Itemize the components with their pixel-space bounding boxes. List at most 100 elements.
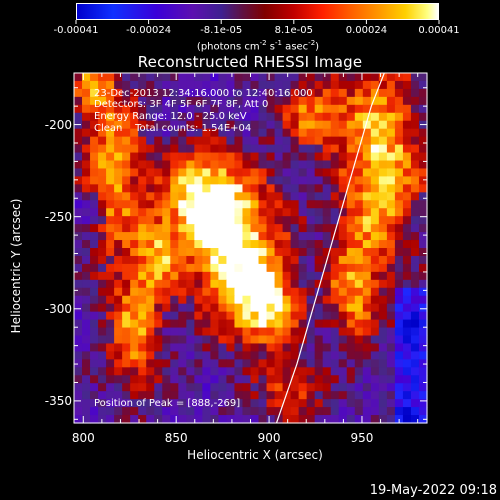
heatmap-cell (410, 216, 420, 225)
heatmap-cell (410, 359, 420, 368)
heatmap-cell (258, 295, 268, 305)
heatmap-cell (354, 319, 364, 329)
heatmap-cell (418, 303, 428, 313)
heatmap-cell (82, 128, 91, 138)
heatmap-cell (114, 287, 123, 297)
heatmap-cell (378, 128, 388, 138)
heatmap-cell (234, 271, 244, 281)
heatmap-cell (194, 232, 203, 241)
heatmap-cell (106, 144, 115, 154)
heatmap-cell (298, 319, 308, 329)
heatmap-cell (410, 128, 420, 138)
heatmap-cell (114, 232, 123, 241)
heatmap-cell (122, 311, 131, 321)
heatmap-cell (170, 136, 179, 146)
heatmap-cell (290, 271, 300, 281)
heatmap-cell (282, 248, 292, 257)
heatmap-cell (386, 391, 396, 400)
heatmap-cell (346, 160, 356, 170)
heatmap-cell (418, 104, 428, 114)
heatmap-cell (194, 407, 203, 416)
heatmap-cell (394, 287, 404, 297)
heatmap-cell (282, 128, 292, 138)
heatmap-cell (410, 248, 420, 257)
heatmap-cell (378, 104, 388, 114)
heatmap-cell (362, 343, 372, 352)
heatmap-cell (410, 351, 420, 360)
heatmap-cell (274, 343, 284, 352)
heatmap-cell (266, 176, 276, 185)
heatmap-cell (314, 263, 324, 273)
heatmap-cell (186, 375, 195, 384)
heatmap-cell (378, 367, 388, 376)
heatmap-cell (418, 311, 428, 321)
heatmap-cell (290, 335, 300, 345)
heatmap-cell (226, 80, 236, 90)
heatmap-cell (338, 327, 348, 337)
heatmap-cell (250, 136, 260, 146)
heatmap-cell (186, 104, 195, 114)
heatmap-cell (202, 303, 211, 313)
heatmap-cell (82, 279, 91, 289)
heatmap-cell (82, 295, 91, 305)
heatmap-cell (378, 112, 388, 122)
heatmap-cell (306, 240, 316, 249)
heatmap-cell (226, 248, 236, 257)
heatmap-cell (226, 295, 236, 305)
heatmap-cell (378, 311, 388, 321)
heatmap-cell (154, 311, 163, 321)
heatmap-cell (98, 96, 107, 106)
heatmap-cell (242, 367, 252, 376)
heatmap-cell (410, 136, 420, 146)
heatmap-cell (106, 351, 115, 360)
heatmap-cell (74, 88, 83, 98)
heatmap-cell (82, 73, 91, 82)
heatmap-cell (354, 335, 364, 345)
heatmap-cell (362, 168, 372, 177)
heatmap-cell (298, 351, 308, 360)
info-energy-range: Energy Range: 12.0 - 25.0 keV (94, 111, 247, 122)
heatmap-cell (74, 160, 83, 170)
heatmap-cell (338, 128, 348, 138)
heatmap-cell (130, 152, 139, 162)
heatmap-cell (322, 144, 332, 154)
heatmap-cell (130, 88, 139, 98)
heatmap-cell (266, 351, 276, 360)
heatmap-cell (74, 128, 83, 138)
heatmap-cell (178, 152, 187, 162)
heatmap-cell (314, 287, 324, 297)
heatmap-cell (258, 407, 268, 416)
heatmap-cell (98, 391, 107, 400)
heatmap-cell (122, 248, 131, 257)
heatmap-cell (338, 287, 348, 297)
heatmap-cell (386, 279, 396, 289)
x-tick-label: 900 (257, 431, 281, 445)
heatmap-cell (250, 152, 260, 162)
heatmap-cell (410, 240, 420, 249)
heatmap-cell (242, 200, 252, 209)
heatmap-cell (130, 104, 139, 114)
heatmap-cell (82, 399, 91, 408)
heatmap-cell (106, 415, 115, 424)
heatmap-cell (346, 263, 356, 273)
heatmap-cell (82, 327, 91, 337)
heatmap-cell (162, 359, 171, 368)
heatmap-cell (290, 287, 300, 297)
heatmap-cell (210, 375, 220, 384)
heatmap-cell (338, 80, 348, 90)
info-time-range: 23-Dec-2013 12:34:16.000 to 12:40:16.000 (94, 88, 313, 99)
heatmap-cell (114, 120, 123, 130)
heatmap-cell (338, 335, 348, 345)
heatmap-cell (98, 327, 107, 337)
heatmap-cell (162, 88, 171, 98)
heatmap-cell (410, 399, 420, 408)
heatmap-cell (330, 73, 340, 82)
heatmap-cell (186, 240, 195, 249)
heatmap-cell (226, 399, 236, 408)
heatmap-cell (418, 383, 428, 392)
heatmap-cell (370, 184, 380, 193)
heatmap-cell (258, 343, 268, 352)
heatmap-cell (202, 327, 211, 337)
heatmap-cell (402, 335, 412, 345)
heatmap-cell (90, 136, 99, 146)
